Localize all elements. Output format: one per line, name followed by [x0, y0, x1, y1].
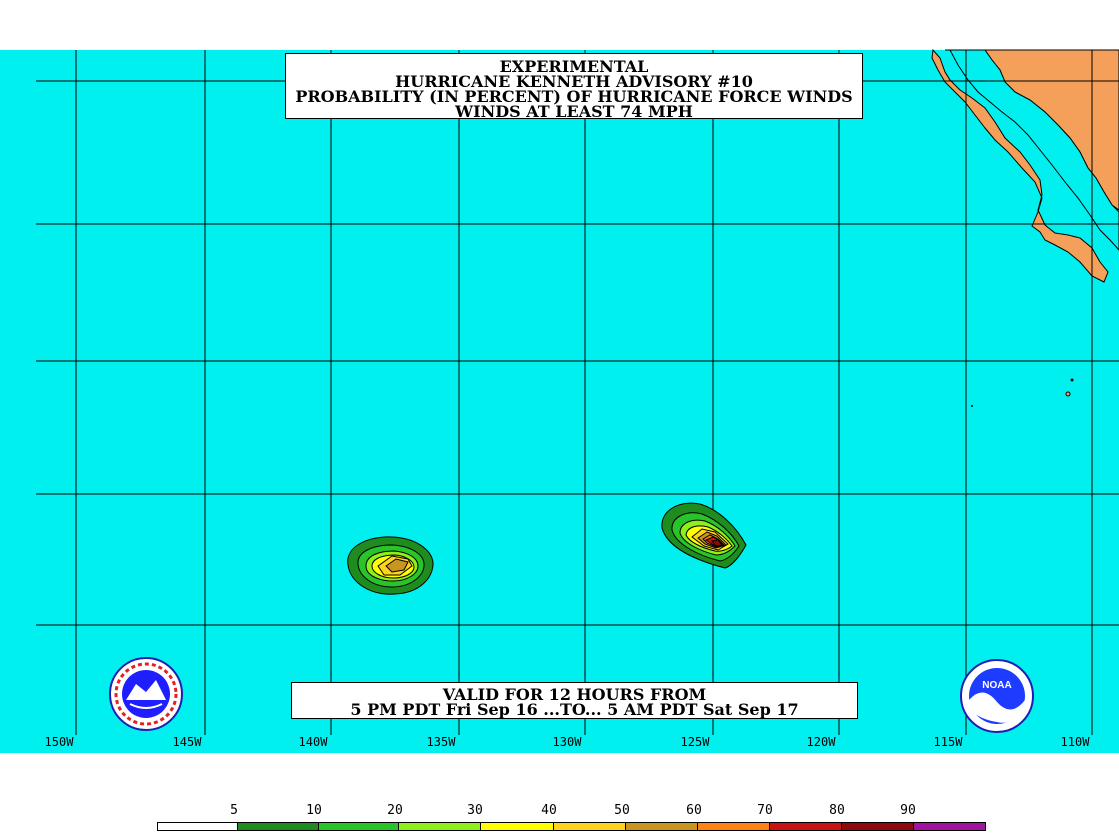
title-box: EXPERIMENTAL HURRICANE KENNETH ADVISORY … [285, 53, 863, 121]
legend-label-70: 70 [757, 803, 773, 818]
lon-label-115w: 115W [933, 735, 963, 749]
legend-swatch-8 [769, 822, 842, 831]
island [1065, 391, 1071, 397]
land-baja-california [931, 48, 1109, 283]
valid-line-1: VALID FOR 12 HOURS FROM [442, 685, 707, 704]
noaa-logo: NOAA [960, 659, 1034, 733]
legend-swatch-9 [841, 822, 914, 831]
lon-label-130w: 130W [552, 735, 582, 749]
legend-swatch-10 [913, 822, 986, 831]
legend-label-90: 90 [900, 803, 916, 818]
lon-label-140w: 140W [298, 735, 328, 749]
legend-swatch-0 [157, 822, 238, 831]
legend-label-60: 60 [686, 803, 702, 818]
probability-area-west [347, 536, 434, 595]
legend-swatch-1 [237, 822, 319, 831]
gulf-of-california [949, 49, 1119, 251]
valid-line-2: 5 PM PDT Fri Sep 16 ...TO... 5 AM PDT Sa… [350, 700, 799, 719]
legend-swatch-2 [318, 822, 399, 831]
island [1070, 378, 1074, 382]
legend-label-80: 80 [829, 803, 845, 818]
nws-logo [109, 657, 183, 731]
legend-swatch-4 [480, 822, 554, 831]
legend-swatch-3 [398, 822, 481, 831]
legend-label-30: 30 [467, 803, 483, 818]
legend-swatch-5 [553, 822, 626, 831]
legend-label-20: 20 [387, 803, 403, 818]
legend-label-5: 5 [230, 803, 238, 818]
lon-label-135w: 135W [426, 735, 456, 749]
title-line-1: EXPERIMENTAL [499, 57, 649, 76]
ocean [0, 50, 1119, 753]
legend-swatch-6 [625, 822, 698, 831]
lon-label-120w: 120W [806, 735, 836, 749]
lon-label-125w: 125W [680, 735, 710, 749]
title-line-2: HURRICANE KENNETH ADVISORY #10 [395, 72, 753, 91]
legend-label-40: 40 [541, 803, 557, 818]
legend-label-10: 10 [306, 803, 322, 818]
lon-label-110w: 110W [1060, 735, 1090, 749]
legend-swatch-7 [697, 822, 770, 831]
legend-label-50: 50 [614, 803, 630, 818]
probability-area-east [661, 502, 747, 569]
title-line-4: WINDS AT LEAST 74 MPH [455, 102, 693, 121]
noaa-logo-text: NOAA [982, 680, 1011, 691]
valid-time-box: VALID FOR 12 HOURS FROM 5 PM PDT Fri Sep… [291, 682, 858, 719]
lon-label-145w: 145W [172, 735, 202, 749]
title-line-3: PROBABILITY (IN PERCENT) OF HURRICANE FO… [295, 87, 853, 106]
lon-label-150w: 150W [44, 735, 74, 749]
island [971, 405, 973, 407]
